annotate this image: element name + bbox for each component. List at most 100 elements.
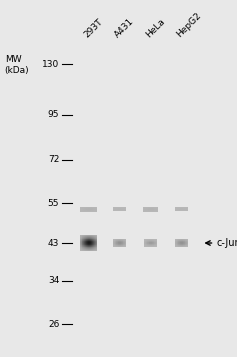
Bar — [93, 250, 94, 251]
Bar — [96, 243, 97, 244]
Bar — [88, 238, 89, 239]
Bar — [93, 249, 94, 250]
Bar — [90, 238, 91, 239]
Bar — [82, 246, 83, 247]
Bar — [94, 246, 95, 247]
Bar — [83, 237, 84, 238]
Bar — [80, 238, 81, 239]
Text: 293T: 293T — [82, 17, 105, 39]
Bar — [83, 247, 84, 248]
Bar — [95, 248, 96, 249]
Bar — [83, 240, 84, 241]
Bar — [85, 236, 86, 237]
Bar — [96, 249, 97, 250]
Bar — [85, 245, 86, 246]
Bar — [84, 235, 85, 236]
Bar — [81, 240, 82, 241]
Bar — [91, 236, 92, 237]
Bar — [86, 244, 87, 245]
Bar — [92, 240, 93, 241]
Bar — [80, 235, 81, 236]
Bar — [96, 235, 97, 236]
Bar — [91, 242, 92, 243]
Bar — [93, 235, 94, 236]
Bar — [92, 237, 93, 238]
Bar — [96, 246, 97, 247]
Bar — [88, 235, 89, 236]
Bar — [86, 248, 87, 249]
Bar — [90, 245, 91, 246]
Bar — [88, 244, 89, 245]
Bar — [94, 236, 95, 237]
Bar — [87, 244, 88, 245]
Bar — [84, 242, 85, 243]
Bar — [96, 244, 97, 245]
Bar — [81, 238, 82, 239]
Bar — [82, 243, 83, 244]
Bar — [85, 247, 86, 248]
Bar — [96, 238, 97, 239]
Bar — [87, 246, 88, 247]
Bar — [91, 235, 92, 236]
Bar — [81, 242, 82, 243]
Bar — [92, 236, 93, 237]
Bar — [91, 248, 92, 249]
Bar — [95, 249, 96, 250]
Bar — [95, 250, 96, 251]
Bar — [81, 247, 82, 248]
Bar — [93, 245, 94, 246]
Bar — [90, 241, 91, 242]
Bar — [96, 241, 97, 242]
Bar — [93, 248, 94, 249]
Bar — [91, 247, 92, 248]
Bar — [89, 235, 90, 236]
Bar — [80, 246, 81, 247]
Bar — [83, 242, 84, 243]
Bar — [91, 245, 92, 246]
Bar — [88, 245, 89, 246]
Bar — [81, 246, 82, 247]
Bar — [80, 240, 81, 241]
Bar — [87, 235, 88, 236]
Text: 26: 26 — [48, 320, 59, 329]
Bar — [96, 248, 97, 249]
Bar — [82, 238, 83, 239]
Bar — [89, 243, 90, 244]
Bar — [87, 243, 88, 244]
Bar — [83, 241, 84, 242]
Bar — [87, 236, 88, 237]
Bar — [81, 250, 82, 251]
Bar — [83, 235, 84, 236]
Bar — [80, 244, 81, 245]
Bar — [88, 249, 89, 250]
Bar — [92, 243, 93, 244]
Bar — [85, 242, 86, 243]
Bar — [87, 240, 88, 241]
Bar — [88, 247, 89, 248]
Bar — [93, 243, 94, 244]
Bar — [90, 246, 91, 247]
Bar — [90, 242, 91, 243]
Bar — [93, 247, 94, 248]
Bar — [93, 238, 94, 239]
Bar — [85, 237, 86, 238]
Bar — [87, 241, 88, 242]
Bar — [81, 241, 82, 242]
Bar — [83, 238, 84, 239]
Bar — [87, 245, 88, 246]
Bar — [95, 242, 96, 243]
Bar — [86, 236, 87, 237]
Bar — [92, 244, 93, 245]
Bar — [88, 250, 89, 251]
Bar — [81, 239, 82, 240]
Bar — [81, 248, 82, 249]
Bar — [92, 235, 93, 236]
Bar — [94, 235, 95, 236]
Bar — [85, 240, 86, 241]
Bar — [85, 250, 86, 251]
Bar — [89, 249, 90, 250]
Bar — [89, 237, 90, 238]
Bar — [92, 250, 93, 251]
Bar — [80, 239, 81, 240]
Text: HepG2: HepG2 — [175, 11, 203, 39]
